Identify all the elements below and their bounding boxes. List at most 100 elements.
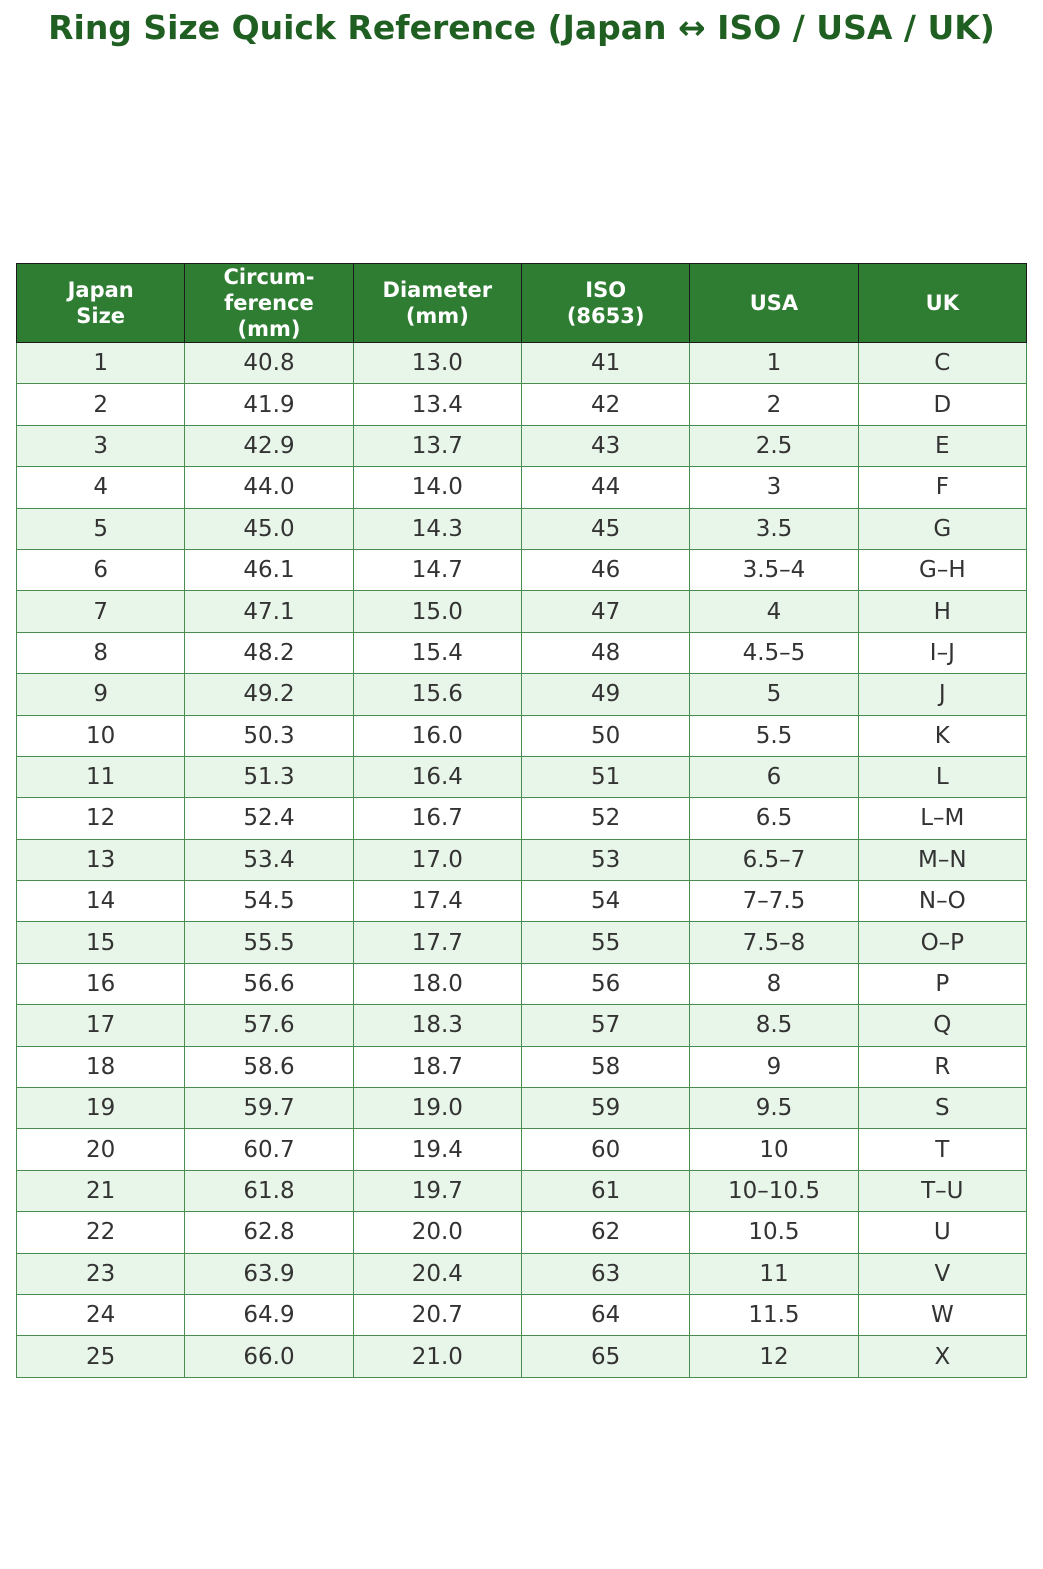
table-cell: 46: [520, 548, 691, 592]
table-cell: 57.6: [184, 1004, 354, 1047]
table-cell: 2: [15, 383, 186, 426]
table-cell: 47: [520, 590, 691, 633]
table-cell: 58: [520, 1045, 691, 1089]
table-row: 15 55.5 17.7 55 7.5–8 O–P: [15, 921, 1028, 964]
table-cell: 7.5–8: [689, 921, 859, 964]
table-cell: 43: [520, 424, 691, 468]
table-cell: 52.4: [184, 797, 354, 840]
table-row: 18 58.6 18.7 58 9 R: [15, 1045, 1028, 1089]
table-cell: 11.5: [689, 1293, 859, 1337]
table-cell: K: [857, 714, 1028, 757]
table-cell: 55: [520, 921, 691, 964]
table-cell: 53: [520, 838, 691, 882]
table-cell: 17.0: [352, 838, 522, 882]
table-cell: 3.5: [689, 507, 859, 550]
table-row: 4 44.0 14.0 44 3 F: [15, 466, 1028, 509]
table-cell: 19.4: [352, 1128, 522, 1171]
table-row: 1 40.8 13.0 41 1 C: [15, 341, 1028, 385]
table-cell: 10.5: [689, 1211, 859, 1254]
table-cell: T: [857, 1128, 1028, 1171]
table-cell: 18.0: [352, 962, 522, 1006]
table-cell: 14: [15, 880, 186, 923]
table-cell: 50.3: [184, 714, 354, 757]
table-cell: H: [857, 590, 1028, 633]
table-row: 20 60.7 19.4 60 10 T: [15, 1128, 1028, 1171]
table-cell: 4.5–5: [689, 631, 859, 675]
table-row: 14 54.5 17.4 54 7–7.5 N–O: [15, 880, 1028, 923]
table-row: 2 41.9 13.4 42 2 D: [15, 383, 1028, 426]
table-row: 13 53.4 17.0 53 6.5–7 M–N: [15, 838, 1028, 882]
table-cell: N–O: [857, 880, 1028, 923]
table-cell: 49: [520, 673, 691, 716]
table-cell: S: [857, 1087, 1028, 1130]
table-cell: F: [857, 466, 1028, 509]
table-cell: 4: [15, 466, 186, 509]
table-cell: 61: [520, 1169, 691, 1213]
column-header: USA: [689, 263, 859, 343]
table-cell: 8: [689, 962, 859, 1006]
table-cell: 55.5: [184, 921, 354, 964]
table-cell: 8: [15, 631, 186, 675]
table-cell: 14.0: [352, 466, 522, 509]
table-cell: 18: [15, 1045, 186, 1089]
table-cell: 11: [15, 755, 186, 799]
table-row: 21 61.8 19.7 61 10–10.5 T–U: [15, 1169, 1028, 1213]
table-cell: U: [857, 1211, 1028, 1254]
column-header: Circum- ference (mm): [184, 263, 354, 343]
table-cell: L: [857, 755, 1028, 799]
table-cell: 64.9: [184, 1293, 354, 1337]
table-cell: 23: [15, 1252, 186, 1295]
table-cell: Q: [857, 1004, 1028, 1047]
table-cell: 14.7: [352, 548, 522, 592]
table-cell: 11: [689, 1252, 859, 1295]
table-cell: 12: [689, 1335, 859, 1378]
table-row: 8 48.2 15.4 48 4.5–5 I–J: [15, 631, 1028, 675]
table-cell: 59: [520, 1087, 691, 1130]
table-cell: 18.7: [352, 1045, 522, 1089]
table-cell: 18.3: [352, 1004, 522, 1047]
table-row: 7 47.1 15.0 47 4 H: [15, 590, 1028, 633]
table-cell: 50: [520, 714, 691, 757]
table-cell: 51.3: [184, 755, 354, 799]
table-cell: E: [857, 424, 1028, 468]
table-cell: 9: [689, 1045, 859, 1089]
table-cell: 20.4: [352, 1252, 522, 1295]
table-cell: P: [857, 962, 1028, 1006]
table-cell: 4: [689, 590, 859, 633]
table-row: 17 57.6 18.3 57 8.5 Q: [15, 1004, 1028, 1047]
column-header: Diameter (mm): [352, 263, 522, 343]
table-cell: 48: [520, 631, 691, 675]
table-cell: 20.7: [352, 1293, 522, 1337]
table-row: 25 66.0 21.0 65 12 X: [15, 1335, 1028, 1378]
table-cell: W: [857, 1293, 1028, 1337]
table-cell: 17: [15, 1004, 186, 1047]
table-cell: 47.1: [184, 590, 354, 633]
table-cell: 2: [689, 383, 859, 426]
table-cell: 19: [15, 1087, 186, 1130]
table-cell: 16: [15, 962, 186, 1006]
table-cell: 3: [15, 424, 186, 468]
table-cell: 6: [689, 755, 859, 799]
table-cell: 10: [15, 714, 186, 757]
table-cell: M–N: [857, 838, 1028, 882]
table-cell: 58.6: [184, 1045, 354, 1089]
table-cell: 65: [520, 1335, 691, 1378]
table-cell: 3: [689, 466, 859, 509]
table-row: 22 62.8 20.0 62 10.5 U: [15, 1211, 1028, 1254]
table-cell: 15: [15, 921, 186, 964]
table-cell: 10: [689, 1128, 859, 1171]
table-cell: 53.4: [184, 838, 354, 882]
table-row: 6 46.1 14.7 46 3.5–4 G–H: [15, 548, 1028, 592]
table-cell: 63: [520, 1252, 691, 1295]
table-cell: G: [857, 507, 1028, 550]
table-cell: 5.5: [689, 714, 859, 757]
table-cell: 2.5: [689, 424, 859, 468]
table-cell: 54: [520, 880, 691, 923]
table-cell: 13.7: [352, 424, 522, 468]
table-cell: 9.5: [689, 1087, 859, 1130]
table-cell: 13.4: [352, 383, 522, 426]
table-cell: 15.6: [352, 673, 522, 716]
table-cell: 20.0: [352, 1211, 522, 1254]
table-row: 19 59.7 19.0 59 9.5 S: [15, 1087, 1028, 1130]
